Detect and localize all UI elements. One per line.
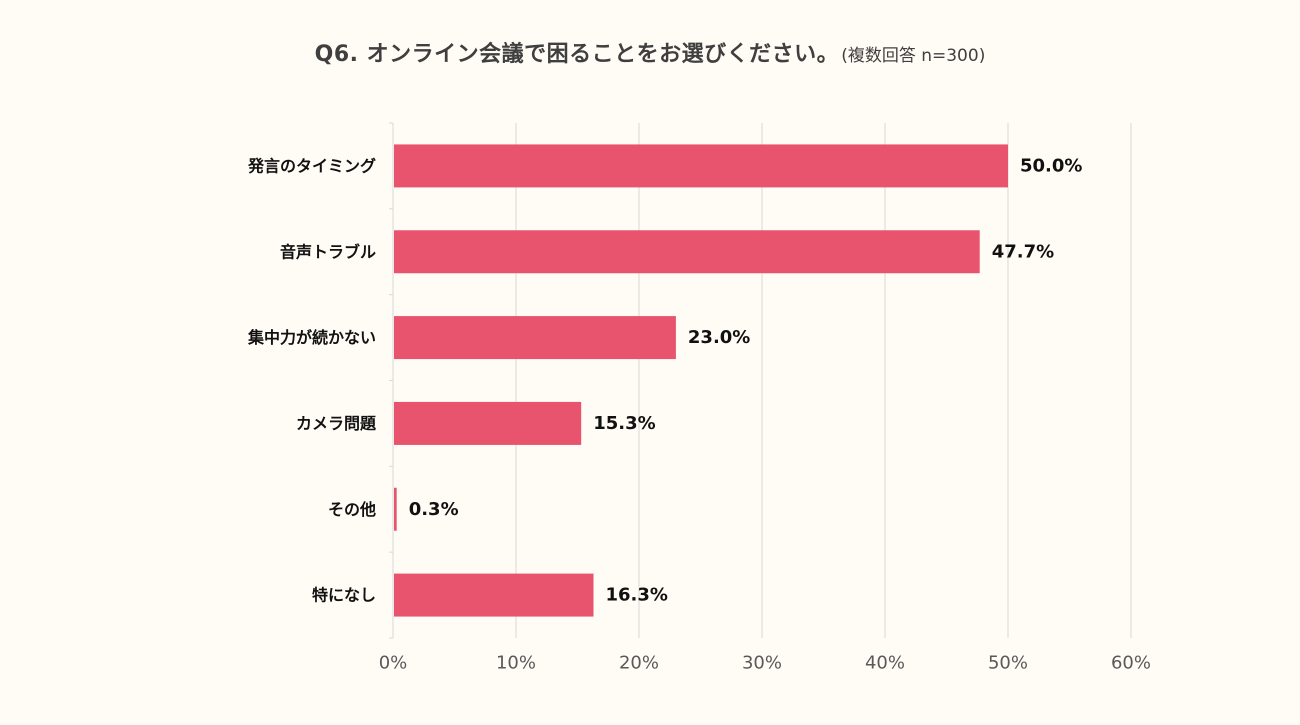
bar bbox=[394, 487, 397, 531]
bar bbox=[394, 144, 1008, 188]
data-label: 23.0% bbox=[688, 327, 750, 348]
data-label: 0.3% bbox=[409, 499, 459, 520]
category-label: カメラ問題 bbox=[296, 414, 377, 433]
bar bbox=[394, 401, 582, 445]
category-label: 発言のタイミング bbox=[247, 156, 376, 175]
bar bbox=[394, 316, 676, 360]
x-tick-label: 40% bbox=[865, 653, 905, 674]
x-tick-label: 0% bbox=[379, 653, 408, 674]
x-tick-label: 50% bbox=[988, 653, 1028, 674]
data-label: 16.3% bbox=[605, 585, 667, 606]
x-tick-label: 60% bbox=[1111, 653, 1151, 674]
data-label: 15.3% bbox=[593, 413, 655, 434]
category-label: 音声トラブル bbox=[280, 242, 376, 261]
x-tick-label: 20% bbox=[619, 653, 659, 674]
data-label: 47.7% bbox=[992, 241, 1054, 262]
category-label: 集中力が続かない bbox=[247, 328, 376, 347]
bar bbox=[394, 573, 594, 617]
data-label: 50.0% bbox=[1020, 155, 1082, 176]
bar bbox=[394, 230, 980, 274]
chart-subtitle: (複数回答 n=300) bbox=[841, 46, 986, 66]
chart-title-main: Q6. オンライン会議で困ることをお選びください。 bbox=[314, 42, 840, 67]
category-label: その他 bbox=[328, 500, 376, 519]
x-tick-label: 10% bbox=[496, 653, 536, 674]
x-tick-label: 30% bbox=[742, 653, 782, 674]
category-label: 特になし bbox=[312, 586, 376, 605]
chart-title: Q6. オンライン会議で困ることをお選びください。 (複数回答 n=300) bbox=[0, 36, 1300, 68]
